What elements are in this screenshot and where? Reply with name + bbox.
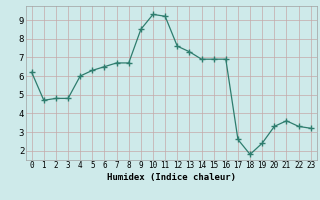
X-axis label: Humidex (Indice chaleur): Humidex (Indice chaleur) xyxy=(107,173,236,182)
